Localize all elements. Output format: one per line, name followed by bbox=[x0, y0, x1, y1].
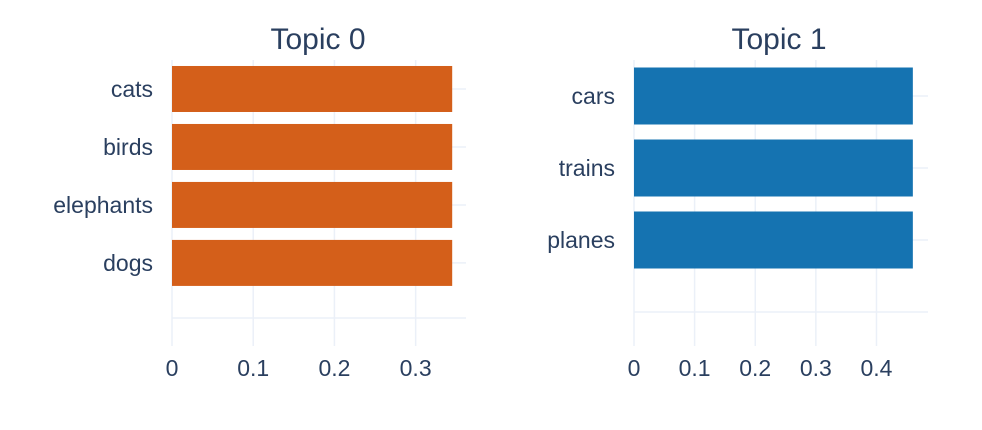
topic-0-x-tick-labels: 0 0.1 0.2 0.3 bbox=[166, 355, 432, 381]
topic-1-x-tick-labels: 0 0.1 0.2 0.3 0.4 bbox=[628, 355, 893, 381]
topic-1-y-tick-label: cars bbox=[572, 83, 615, 109]
topic-1-bar-cars bbox=[634, 67, 913, 125]
topic-1-bars bbox=[634, 67, 913, 269]
topic-0-bar-dogs bbox=[172, 239, 453, 286]
topic-0-x-tick-label: 0.3 bbox=[400, 355, 432, 381]
topic-0-bar-elephants bbox=[172, 181, 453, 228]
topic-1-bar-trains bbox=[634, 139, 913, 197]
topic-0-bar-cats bbox=[172, 65, 453, 112]
topic-0-y-tick-labels: cats birds elephants dogs bbox=[53, 76, 153, 276]
topic-1-bar-planes bbox=[634, 211, 913, 269]
topic-1-y-tick-labels: cars trains planes bbox=[547, 83, 615, 253]
topic-1-chart: Topic 1 cars trains planes 0 0.1 0.2 0.3 0.4 bbox=[547, 23, 928, 381]
topic-1-y-tick-label: trains bbox=[559, 155, 615, 181]
topic-0-y-tick-label: cats bbox=[111, 76, 153, 102]
topic-1-title: Topic 1 bbox=[731, 23, 826, 56]
topic-1-x-tick-label: 0.3 bbox=[800, 355, 832, 381]
topic-1-x-tick-label: 0 bbox=[628, 355, 641, 381]
topic-1-x-tick-label: 0.1 bbox=[679, 355, 711, 381]
topic-0-x-tick-label: 0 bbox=[166, 355, 179, 381]
topic-0-bar-birds bbox=[172, 123, 453, 170]
topic-1-y-tick-label: planes bbox=[547, 227, 615, 253]
topic-0-x-tick-label: 0.1 bbox=[237, 355, 269, 381]
topic-0-y-tick-label: birds bbox=[103, 134, 153, 160]
topic-0-chart: Topic 0 cats birds elephants dogs 0 0.1 0.2 0.… bbox=[53, 23, 466, 381]
topic-1-x-tick-label: 0.2 bbox=[739, 355, 771, 381]
topic-0-title: Topic 0 bbox=[270, 23, 365, 56]
topic-1-x-tick-label: 0.4 bbox=[860, 355, 892, 381]
topic-0-y-tick-label: dogs bbox=[103, 250, 153, 276]
topic-0-x-tick-label: 0.2 bbox=[318, 355, 350, 381]
topic-0-y-tick-label: elephants bbox=[53, 192, 153, 218]
topic-0-bars bbox=[172, 65, 453, 286]
